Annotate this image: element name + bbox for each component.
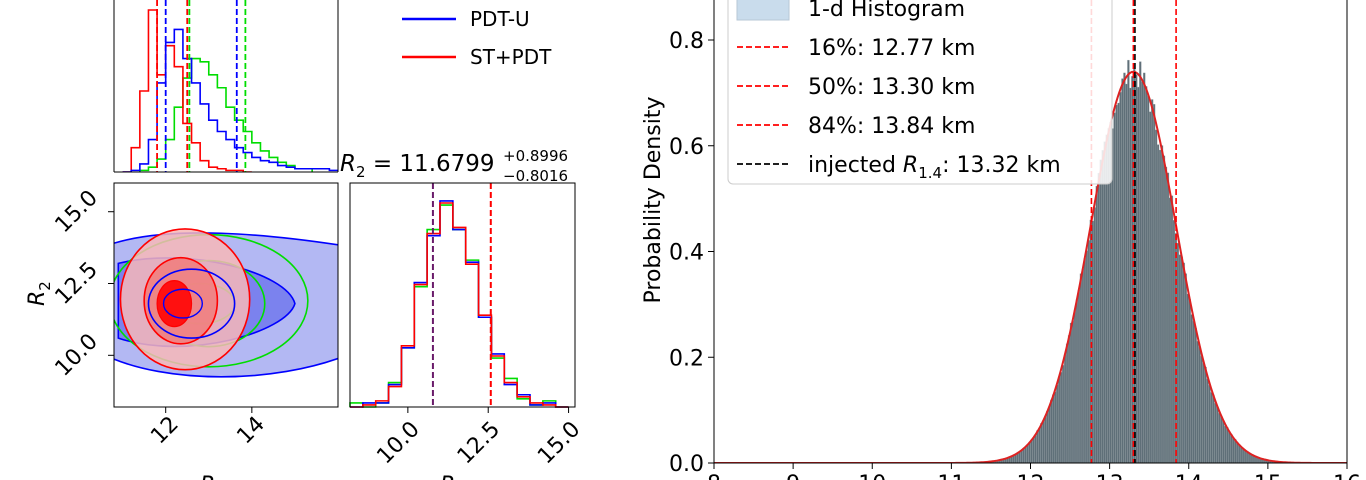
legend-box (727, 0, 1113, 185)
probability-density-panel: 8 9 10 11 12 13 14 15 16 0.0 0.2 0.4 0.6 0.8 Probabili… (641, 0, 1361, 480)
density-ylabel: Probability Density (641, 97, 666, 304)
x-tick-label: 12.5 (453, 417, 505, 469)
x-tick-label: 15 (1254, 472, 1282, 480)
r2-hist-series (350, 202, 569, 408)
contour-ylabel: R2 (25, 281, 54, 306)
x-tick-label: 15.0 (533, 417, 585, 469)
x-tick-label: 13 (1096, 472, 1124, 480)
ylabel-subscript: 2 (36, 281, 54, 291)
r2-title-minus: −0.8016 (503, 167, 568, 185)
r2-title-plus: +0.8996 (503, 147, 568, 165)
legend-label: 50%: 13.30 km (808, 75, 975, 100)
contour-blue-core (162, 288, 204, 319)
y-tick-label: 0.0 (669, 452, 704, 477)
y-tick-label: 0.4 (669, 241, 704, 266)
legend-patch (736, 0, 790, 21)
legend-label: injected R1.4: 13.32 km (808, 153, 1061, 182)
y-tick-label: 0.2 (669, 346, 704, 371)
kde-fit-curve (714, 70, 1347, 463)
corner-contour-panel: 12 14 10.0 12.5 15.0 R2 R (25, 182, 339, 480)
legend-label: 84%: 13.84 km (808, 114, 975, 139)
x-tick-label: 14 (232, 412, 269, 449)
contour-red-core (156, 280, 193, 328)
r2-hist-series (350, 200, 569, 408)
legend-label: 1-d Histogram (808, 0, 965, 22)
contour-blue-inner (147, 268, 236, 339)
x-tick-label: 11 (937, 472, 965, 480)
y-tick-label: 0.6 (669, 135, 704, 160)
corner-r2-histogram-panel: 10.0 12.5 15.0 R2 = 11.6799 +0.8996 −0.8016 R (340, 147, 585, 480)
legend-label: PDT-U (470, 7, 530, 31)
legend-label: ST+PDT (470, 45, 552, 69)
x-tick-label: 10.0 (372, 417, 424, 469)
x-tick-label: 14 (1175, 472, 1203, 480)
corner-legend: PDT-U ST+PDT (402, 7, 552, 69)
y-tick-label: 15.0 (51, 186, 103, 238)
x-tick-label: 10 (858, 472, 886, 480)
x-tick-label: 16 (1333, 472, 1361, 480)
legend-label: 16%: 12.77 km (808, 36, 975, 61)
hist-st-pdt (122, 9, 252, 172)
x-tick-label: 12 (1017, 472, 1045, 480)
corner-top-left-panel (113, 0, 339, 173)
contour-frame (113, 182, 339, 408)
r2-xlabel: R (440, 473, 455, 480)
x-tick-label: 12 (146, 412, 183, 449)
y-tick-label: 12.5 (51, 257, 103, 309)
r2-title: R2 = 11.6799 (340, 151, 495, 181)
r2-hist-series (349, 204, 569, 408)
r2-frame (349, 182, 576, 408)
density-legend: 1-d Histogram 16%: 12.77 km 50%: 13.30 km 8… (727, 0, 1113, 185)
y-tick-label: 0.8 (669, 29, 704, 54)
x-tick-label: 9 (786, 472, 800, 480)
x-tick-label: 8 (707, 472, 721, 480)
contour-xlabel: R (200, 473, 215, 480)
y-tick-label: 10.0 (51, 329, 103, 381)
